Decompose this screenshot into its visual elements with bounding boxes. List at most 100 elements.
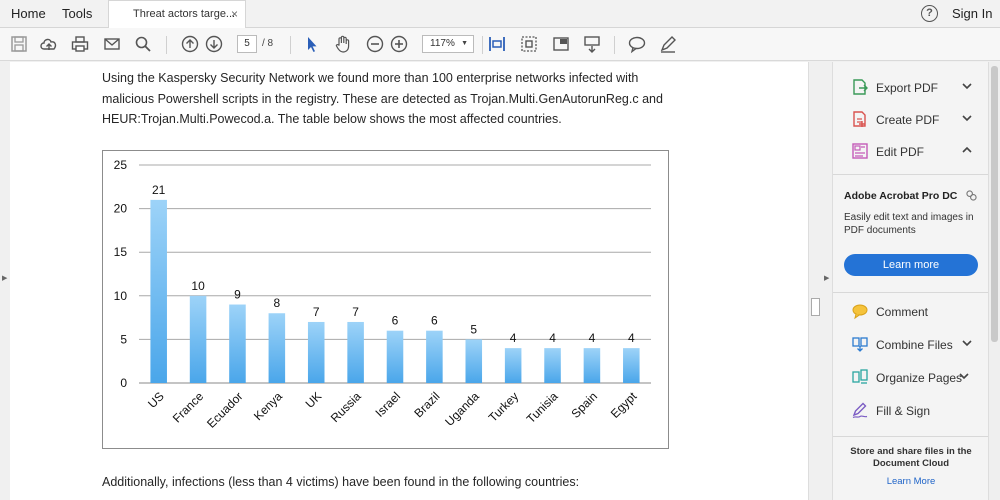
page-number-input[interactable]: 5 [237, 35, 257, 53]
bar [465, 339, 483, 383]
comment-icon[interactable] [627, 34, 647, 54]
cloud-upload-icon[interactable] [39, 34, 59, 54]
comment-tool[interactable]: Comment [833, 298, 989, 326]
y-tick-label: 20 [114, 202, 128, 216]
right-panel-toggle[interactable]: ▶ [822, 62, 832, 500]
data-label: 9 [234, 288, 241, 302]
x-tick-label: Egypt [608, 389, 640, 421]
chevron-up-icon[interactable] [961, 143, 973, 155]
highlight-pen-icon[interactable] [658, 34, 678, 54]
x-tick-label: Ecuador [204, 389, 246, 431]
toolbar-separator [482, 36, 483, 54]
combine-files-tool[interactable]: Combine Files [833, 331, 989, 359]
y-tick-label: 10 [114, 289, 128, 303]
learn-more-button[interactable]: Learn more [844, 254, 978, 276]
home-menu[interactable]: Home [11, 6, 46, 21]
previous-page-icon[interactable] [180, 34, 200, 54]
zoom-in-icon[interactable] [389, 34, 409, 54]
hand-tool-icon[interactable] [333, 34, 353, 54]
data-label: 8 [274, 296, 281, 310]
next-page-icon[interactable] [204, 34, 224, 54]
sign-in-link[interactable]: Sign In [952, 6, 993, 21]
email-icon[interactable] [102, 34, 122, 54]
edit-pdf-label: Edit PDF [876, 145, 925, 159]
fill-sign-label: Fill & Sign [876, 404, 931, 418]
chevron-down-icon[interactable] [961, 79, 973, 91]
x-tick-label: Uganda [442, 389, 482, 429]
select-cursor-icon[interactable] [302, 34, 322, 54]
data-label: 10 [191, 279, 205, 293]
scrollbar-thumb[interactable] [991, 66, 998, 342]
panel-divider [833, 436, 989, 437]
fill-sign-tool[interactable]: Fill & Sign [833, 397, 989, 425]
search-icon[interactable] [133, 34, 153, 54]
combine-files-icon [851, 335, 869, 353]
scrollbar-thumb[interactable] [811, 298, 820, 316]
data-label: 21 [152, 183, 166, 197]
zoom-out-icon[interactable] [365, 34, 385, 54]
close-tab-icon[interactable]: × [230, 7, 238, 21]
export-pdf-tool[interactable]: Export PDF [833, 74, 989, 102]
organize-pages-tool[interactable]: Organize Pages [833, 364, 989, 392]
document-tab[interactable]: Threat actors targe... × [108, 0, 246, 29]
collapse-right-icon: ▶ [824, 275, 830, 282]
chevron-down-icon[interactable] [958, 369, 970, 381]
x-tick-label: US [145, 389, 167, 411]
zoom-level-select[interactable]: 117% ▼ [422, 35, 474, 53]
x-tick-label: Israel [372, 389, 403, 420]
create-pdf-tool[interactable]: Create PDF [833, 106, 989, 134]
document-viewport[interactable]: Using the Kaspersky Security Network we … [10, 62, 808, 500]
promo-title: Adobe Acrobat Pro DC [844, 190, 958, 202]
chevron-down-icon[interactable] [961, 336, 973, 348]
x-tick-label: Kenya [251, 389, 285, 423]
expand-left-icon: ▶ [2, 275, 8, 282]
tools-pane-scrollbar[interactable] [988, 62, 1000, 500]
top-bar: Home Tools Threat actors targe... × ? Si… [0, 0, 1000, 29]
fill-sign-icon [851, 401, 869, 419]
bar [544, 348, 561, 383]
scroll-mode-icon[interactable] [582, 34, 602, 54]
bar [268, 313, 286, 383]
data-label: 4 [549, 331, 556, 345]
fit-page-icon[interactable] [519, 34, 539, 54]
export-pdf-icon [851, 78, 869, 96]
document-cloud-learn-more-link[interactable]: Learn More [886, 476, 936, 487]
zoom-level-value: 117% [430, 38, 455, 49]
bar [189, 295, 207, 383]
toolbar-separator [166, 36, 167, 54]
chevron-down-icon[interactable] [961, 111, 973, 123]
data-label: 7 [352, 305, 359, 319]
tools-menu[interactable]: Tools [62, 6, 93, 21]
edit-pdf-icon [851, 142, 869, 160]
help-icon[interactable]: ? [921, 5, 938, 22]
x-tick-label: Russia [328, 389, 364, 425]
y-tick-label: 25 [114, 158, 128, 172]
bar [307, 321, 325, 383]
paragraph-line: Using the Kaspersky Security Network we … [102, 71, 639, 85]
data-label: 5 [470, 322, 477, 336]
x-tick-label: Spain [568, 389, 600, 421]
toolbar: 5 / 8 117% ▼ [0, 28, 1000, 61]
create-pdf-label: Create PDF [876, 113, 940, 127]
link-icon[interactable] [966, 188, 977, 206]
toolbar-separator [614, 36, 615, 54]
panel-divider [833, 292, 989, 293]
chevron-down-icon: ▼ [461, 40, 468, 47]
document-scrollbar[interactable] [808, 62, 822, 500]
combine-files-label: Combine Files [876, 338, 953, 352]
x-tick-label: France [170, 389, 207, 426]
edit-pdf-tool[interactable]: Edit PDF [833, 138, 989, 166]
document-cloud-text: Store and share files in the Document Cl… [850, 446, 972, 469]
bar [229, 304, 246, 383]
pdf-page: Using the Kaspersky Security Network we … [10, 62, 808, 500]
x-tick-label: Turkey [486, 389, 522, 425]
page-total: / 8 [262, 38, 274, 49]
print-icon[interactable] [70, 34, 90, 54]
save-icon[interactable] [9, 34, 29, 54]
organize-pages-icon [851, 368, 869, 386]
full-screen-icon[interactable] [551, 34, 571, 54]
comment-label: Comment [876, 305, 929, 319]
y-tick-label: 15 [114, 245, 128, 259]
left-panel-toggle[interactable]: ▶ [0, 62, 10, 500]
fit-width-icon[interactable] [487, 34, 507, 54]
